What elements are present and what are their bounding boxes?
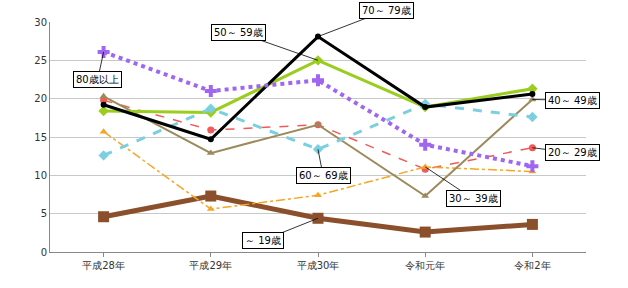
svg-text:70～ 79歳: 70～ 79歳 <box>362 5 411 16</box>
svg-text:50～ 59歳: 50～ 59歳 <box>214 27 263 38</box>
svg-text:10: 10 <box>34 170 47 181</box>
svg-text:0: 0 <box>41 247 47 258</box>
svg-text:40～ 49歳: 40～ 49歳 <box>548 95 597 106</box>
svg-text:平成30年: 平成30年 <box>297 260 340 271</box>
svg-text:80歳以上: 80歳以上 <box>76 74 119 85</box>
svg-text:～ 19歳: ～ 19歳 <box>245 235 281 246</box>
svg-text:30: 30 <box>34 17 47 28</box>
svg-text:15: 15 <box>34 132 47 143</box>
svg-text:20: 20 <box>34 93 47 104</box>
svg-text:5: 5 <box>41 208 47 219</box>
svg-text:60～ 69歳: 60～ 69歳 <box>299 170 348 181</box>
svg-text:20～ 29歳: 20～ 29歳 <box>548 147 597 158</box>
svg-text:令和2年: 令和2年 <box>514 260 550 271</box>
svg-text:令和元年: 令和元年 <box>405 260 445 271</box>
svg-text:30～ 39歳: 30～ 39歳 <box>449 193 498 204</box>
svg-text:平成28年: 平成28年 <box>82 260 125 271</box>
svg-text:平成29年: 平成29年 <box>189 260 232 271</box>
svg-text:25: 25 <box>34 55 47 66</box>
